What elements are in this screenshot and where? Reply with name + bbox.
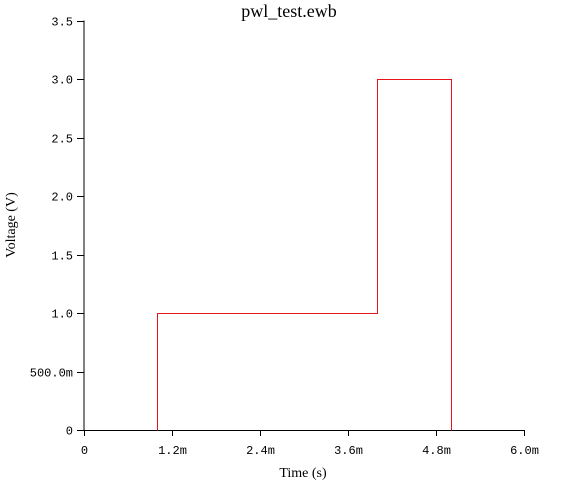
x-tick-label-0: 0 — [81, 444, 88, 458]
x-axis: 0 1.2m 2.4m 3.6m 4.8m 6.0m — [81, 430, 539, 458]
y-tick-label-1: 500.0m — [30, 367, 73, 381]
y-tick-label-4: 2.0 — [51, 191, 73, 205]
x-tick-label-5: 6.0m — [510, 444, 539, 458]
y-tick-label-0: 0 — [66, 425, 73, 439]
y-axis: 0 500.0m 1.0 1.5 2.0 2.5 3.0 3.5 — [30, 16, 85, 439]
series-line-0 — [157, 79, 452, 431]
x-tick-label-3: 3.6m — [334, 444, 363, 458]
x-tick-label-4: 4.8m — [422, 444, 451, 458]
x-axis-label: Time (s) — [279, 466, 327, 481]
y-tick-label-3: 1.5 — [51, 250, 73, 264]
x-tick-label-1: 1.2m — [158, 444, 187, 458]
y-tick-label-5: 2.5 — [51, 133, 73, 147]
series-group — [157, 79, 452, 431]
chart-title: pwl_test.ewb — [241, 1, 336, 21]
y-tick-label-6: 3.0 — [51, 74, 73, 88]
y-axis-label: Voltage (V) — [4, 192, 19, 258]
y-tick-label-2: 1.0 — [51, 308, 73, 322]
x-tick-label-2: 2.4m — [246, 444, 275, 458]
y-tick-label-7: 3.5 — [51, 16, 73, 30]
